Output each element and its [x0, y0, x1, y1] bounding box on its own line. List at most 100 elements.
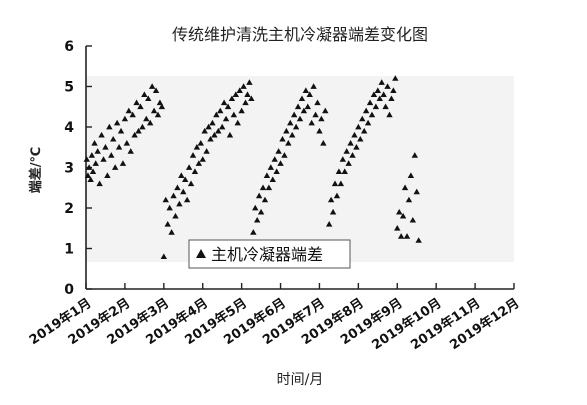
data-point: [273, 168, 280, 174]
data-point: [100, 156, 107, 162]
data-point: [374, 87, 382, 93]
data-point: [413, 188, 420, 195]
data-point: [207, 135, 214, 142]
data-point: [180, 188, 187, 195]
y-tick-label: 2: [64, 201, 74, 217]
data-point: [277, 160, 284, 166]
data-point: [187, 180, 195, 187]
data-point: [232, 91, 239, 97]
data-point: [296, 115, 304, 122]
data-point: [230, 111, 238, 118]
data-point: [242, 99, 249, 106]
data-point: [384, 83, 391, 89]
data-point: [370, 91, 378, 97]
data-point: [345, 160, 352, 166]
data-point: [283, 127, 290, 134]
data-point: [409, 216, 417, 223]
data-point: [396, 208, 403, 215]
data-point: [121, 115, 129, 122]
data-point: [240, 83, 247, 89]
data-point: [261, 196, 269, 203]
data-point: [135, 127, 142, 134]
data-point: [403, 233, 411, 239]
data-point: [343, 148, 350, 154]
data-point: [123, 140, 131, 146]
legend: 主机冷凝器端差: [188, 239, 351, 269]
data-point: [312, 111, 319, 118]
data-point: [322, 107, 329, 114]
data-point: [168, 229, 175, 235]
data-point: [415, 237, 422, 243]
data-point: [218, 123, 226, 130]
data-point: [289, 131, 296, 138]
data-point: [117, 127, 125, 134]
data-point: [250, 229, 257, 235]
data-point: [147, 119, 154, 126]
data-point: [318, 115, 325, 122]
data-point: [327, 196, 335, 203]
data-point: [359, 115, 366, 122]
data-point: [331, 180, 339, 187]
data-point: [150, 107, 158, 114]
data-point: [113, 119, 121, 126]
data-point: [316, 127, 323, 134]
data-point: [115, 144, 123, 150]
data-point: [201, 127, 208, 134]
data-point: [252, 204, 259, 211]
legend-entry-label: 主机冷凝器端差: [211, 245, 323, 264]
data-point: [351, 131, 358, 138]
data-point: [205, 123, 212, 130]
data-point: [378, 79, 385, 85]
data-point: [164, 221, 171, 227]
data-point: [217, 107, 224, 114]
data-point: [185, 164, 193, 170]
data-point: [279, 135, 286, 142]
data-point: [137, 103, 144, 110]
data-point: [104, 172, 111, 178]
data-point: [290, 111, 298, 118]
data-point: [267, 164, 275, 170]
data-point: [263, 172, 271, 178]
data-point: [211, 131, 218, 138]
y-tick-label: 5: [64, 80, 74, 96]
plot-area-background: [86, 76, 514, 262]
data-point: [236, 87, 243, 93]
data-series: [83, 75, 422, 259]
legend-box: [188, 239, 351, 269]
data-point: [285, 140, 292, 146]
data-point: [88, 152, 96, 158]
data-point: [255, 192, 263, 199]
data-point: [366, 99, 374, 106]
data-point: [108, 152, 115, 158]
y-tick-label: 0: [64, 282, 74, 298]
data-point: [401, 184, 409, 191]
data-point: [335, 168, 343, 174]
data-point: [246, 79, 253, 85]
data-point: [362, 107, 370, 114]
data-point: [234, 119, 241, 126]
data-point: [170, 192, 177, 199]
data-point: [224, 103, 232, 110]
data-point: [254, 216, 261, 223]
x-axis: 2019年1月2019年2月2019年3月2019年4月2019年5月2019年…: [26, 283, 522, 353]
data-point: [92, 160, 99, 166]
data-point: [162, 196, 169, 203]
data-point: [215, 127, 222, 134]
data-point: [166, 204, 173, 211]
data-point: [333, 192, 341, 199]
data-point: [271, 156, 278, 162]
data-point: [341, 168, 348, 174]
data-point: [85, 164, 93, 170]
y-tick-label: 1: [64, 242, 74, 258]
data-point: [96, 180, 103, 187]
data-point: [158, 103, 166, 110]
data-point: [259, 184, 267, 191]
data-point: [156, 99, 164, 106]
data-point: [160, 253, 168, 259]
data-point: [310, 83, 317, 89]
data-point: [386, 111, 393, 118]
chart-title: 传统维护清洗主机冷凝器端差变化图: [172, 25, 428, 44]
data-point: [257, 208, 265, 215]
data-point: [145, 95, 152, 102]
